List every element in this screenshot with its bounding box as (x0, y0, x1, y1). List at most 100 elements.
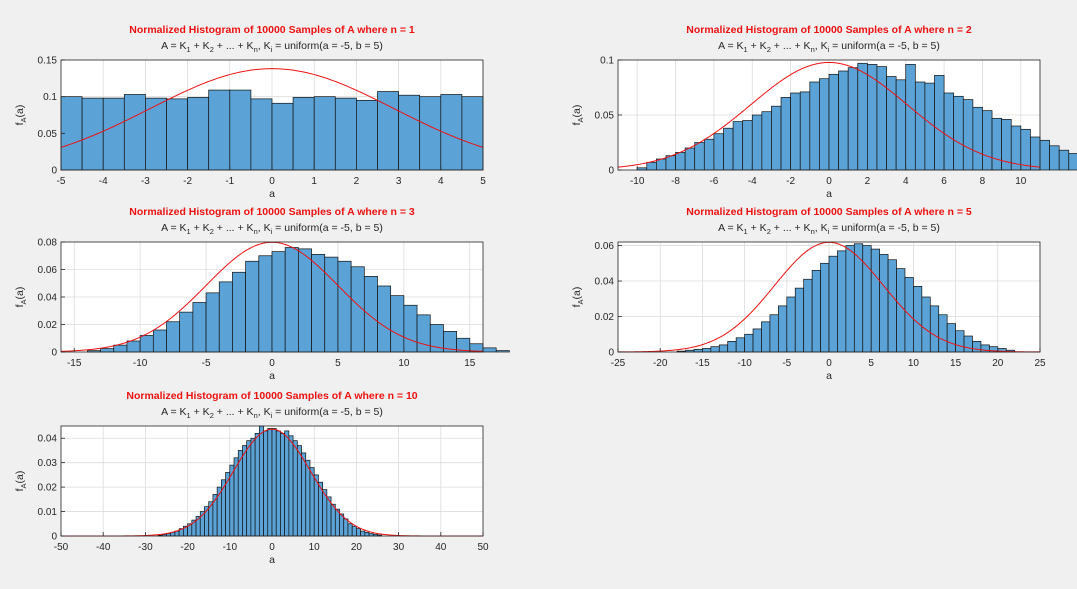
y-axis-label: fA(a) (14, 105, 28, 126)
histogram-bar (879, 254, 889, 353)
x-axis-label: a (269, 554, 275, 566)
histogram-bar (924, 82, 935, 171)
histogram-bar (81, 97, 104, 171)
y-tick-label: 0.04 (38, 293, 58, 304)
y-tick-label: 0.02 (595, 312, 615, 323)
histogram-bar (761, 111, 772, 171)
x-tick-label: -20 (653, 358, 668, 369)
histogram-bar (330, 503, 336, 537)
histogram-bar (953, 95, 964, 171)
histogram-bar (780, 97, 791, 171)
histogram-bar (896, 268, 906, 353)
histogram-bar (732, 121, 744, 171)
histogram-bar (280, 432, 286, 537)
chart-title: Normalized Histogram of 10000 Samples of… (129, 206, 415, 218)
x-tick-label: 15 (950, 358, 962, 369)
histogram-bar (305, 459, 311, 537)
histogram-bar (991, 117, 1002, 171)
histogram-bar (250, 98, 273, 171)
x-tick-label: -8 (671, 176, 680, 187)
histogram-bar (258, 425, 264, 537)
histogram-bar (895, 79, 907, 171)
normal-pdf-curve (617, 61, 1041, 168)
y-tick-label: 0.05 (38, 129, 58, 140)
histogram-bar (962, 99, 974, 171)
histogram-bar (356, 99, 378, 171)
x-tick-label: 2 (354, 176, 360, 187)
x-tick-label: 5 (335, 358, 341, 369)
histogram-bar (1030, 136, 1041, 171)
histogram-bar (288, 435, 294, 537)
x-tick-label: -4 (748, 176, 757, 187)
histogram-bar (250, 437, 256, 537)
histogram-bar (166, 98, 188, 171)
histogram-bar (675, 152, 686, 171)
x-tick-label: -4 (99, 176, 108, 187)
histogram-bar (403, 304, 418, 353)
histogram-bar (862, 245, 872, 353)
histogram-bar (237, 450, 243, 537)
histogram-bar (845, 245, 855, 353)
histogram-bar (351, 525, 357, 537)
histogram-bar (360, 530, 366, 537)
histogram-bar (838, 70, 849, 171)
chart-panel-2: -10 -8 -6 -4 -2 0 2 4 6 8 10 0 0.05 0.1 a fA(a) Normaliz… (571, 24, 1077, 200)
histogram-bar (245, 260, 260, 353)
histogram-bar (769, 314, 779, 353)
chart-subtitle: A = K1 + K2 + ... + Kn, Ki = uniform(a =… (718, 222, 940, 236)
y-tick-label: 0 (51, 532, 57, 543)
histogram-bar (790, 92, 801, 171)
chart-subtitle: A = K1 + K2 + ... + Kn, Ki = uniform(a =… (161, 40, 383, 54)
histogram-bar (263, 430, 269, 537)
histogram-bar (126, 340, 141, 353)
histogram-bar (334, 508, 340, 537)
histogram-bar (1068, 153, 1077, 171)
histogram-bar (254, 432, 260, 537)
histogram-bar (334, 97, 357, 171)
histogram-bar (934, 75, 945, 171)
histogram-bar (229, 89, 252, 171)
histogram-bar (799, 91, 811, 171)
y-tick-label: 0 (608, 166, 614, 177)
y-tick-label: 0.04 (38, 434, 58, 445)
x-axis-label: a (826, 188, 832, 200)
histogram-bar (377, 285, 392, 353)
y-tick-label: 0.06 (38, 265, 58, 276)
chart-title: Normalized Histogram of 10000 Samples of… (126, 390, 417, 402)
histogram-bar (390, 295, 405, 353)
x-tick-label: 0 (826, 358, 832, 369)
x-tick-label: 15 (464, 358, 476, 369)
y-tick-label: 0.02 (38, 483, 58, 494)
x-tick-label: -15 (695, 358, 710, 369)
histogram-bar (946, 323, 956, 353)
y-tick-label: 0.08 (38, 238, 58, 249)
x-tick-label: 4 (903, 176, 909, 187)
histogram-bar (703, 138, 715, 171)
histogram-bar (324, 256, 339, 353)
histogram-bar (267, 428, 273, 537)
histogram-bar (258, 255, 273, 353)
chart-title: Normalized Histogram of 10000 Samples of… (129, 24, 415, 36)
histogram-bar (778, 305, 788, 353)
histogram-bar (271, 102, 294, 171)
histogram-bar (786, 296, 796, 353)
histogram-bar (870, 248, 880, 353)
histogram-bar (702, 348, 712, 353)
histogram-bar (102, 97, 125, 171)
y-tick-label: 0.1 (43, 92, 57, 103)
histogram-bar (857, 62, 868, 171)
histogram-bar (309, 467, 315, 537)
x-tick-label: 4 (438, 176, 444, 187)
histogram-bar (275, 430, 281, 537)
y-tick-label: 0.03 (38, 458, 58, 469)
histogram-bar (794, 287, 805, 353)
histogram-bar (1049, 145, 1060, 171)
histogram-bar (377, 91, 399, 171)
x-tick-label: 6 (941, 176, 947, 187)
histogram-bar (710, 346, 720, 353)
histogram-bar (123, 94, 146, 171)
histogram-bar (205, 292, 220, 353)
histogram-bar (752, 328, 762, 353)
y-axis-label: fA(a) (571, 287, 585, 308)
histogram-bar (461, 96, 484, 171)
